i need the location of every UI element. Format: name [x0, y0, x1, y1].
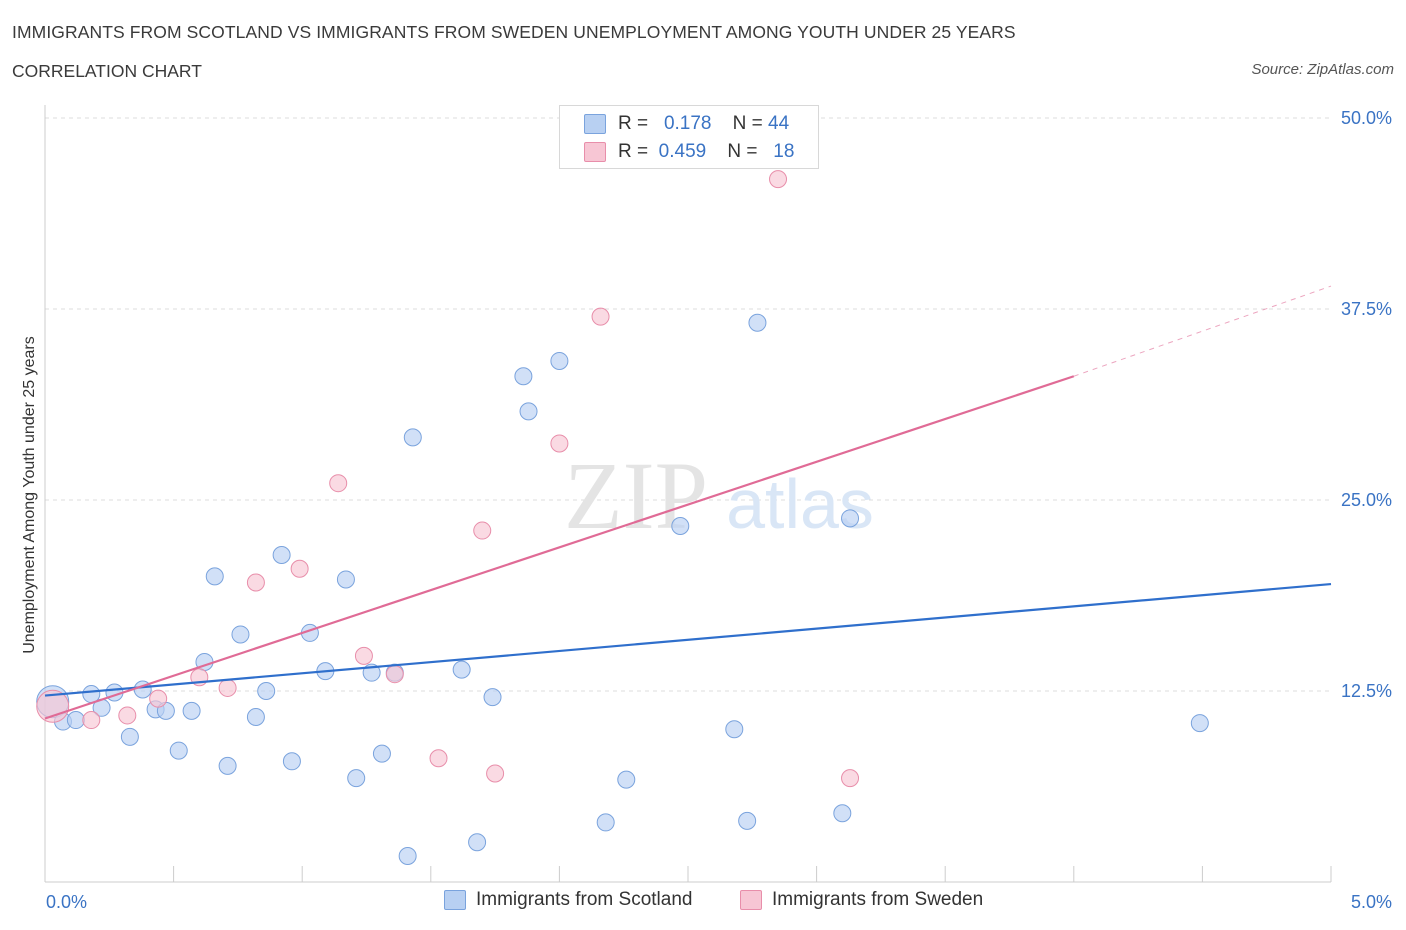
sweden-point — [118, 706, 137, 725]
legend-row-scotland: R = 0.178 N = 44 — [584, 112, 789, 136]
watermark-zip: ZIP — [564, 442, 708, 549]
sweden-point — [246, 573, 265, 592]
legend-n-value: 18 — [773, 141, 795, 162]
scotland-point — [398, 847, 417, 866]
scotland-point — [725, 720, 744, 739]
legend-swatch-sweden — [584, 142, 606, 162]
scotland-point — [120, 727, 139, 746]
scotland-point — [246, 707, 265, 726]
legend-swatch-scotland — [444, 890, 466, 910]
scotland-point — [738, 811, 757, 830]
scotland-point — [748, 313, 767, 332]
source-label: Source: ZipAtlas.com — [1251, 61, 1394, 78]
scotland-point — [617, 770, 636, 789]
scotland-point — [257, 682, 276, 700]
scotland-point — [468, 833, 487, 852]
scotland-point — [514, 367, 533, 386]
scotland-point — [282, 752, 301, 771]
legend-item-scotland: Immigrants from Scotland — [444, 889, 692, 911]
scotland-point — [218, 756, 237, 775]
legend-n-value: 44 — [768, 113, 790, 134]
scotland-point — [205, 567, 224, 586]
scotland-point — [66, 711, 85, 730]
legend-label-sweden: Immigrants from Sweden — [772, 889, 984, 910]
tick-labels: 12.5% 25.0% 37.5% 50.0% 0.0% 5.0% — [46, 108, 1392, 912]
scotland-point — [841, 509, 860, 528]
data-points — [36, 170, 1209, 866]
scotland-point — [1190, 714, 1209, 733]
legend-item-sweden: Immigrants from Sweden — [740, 889, 983, 911]
legend-label-scotland: Immigrants from Scotland — [476, 889, 693, 910]
legend-r-label: R = — [618, 113, 649, 134]
scotland-point — [483, 688, 502, 707]
scotland-point — [182, 701, 201, 720]
legend-r-label: R = — [618, 141, 649, 162]
watermark-atlas: atlas — [726, 465, 874, 543]
chart-subtitle: CORRELATION CHART — [12, 61, 202, 81]
scotland-point — [550, 351, 569, 370]
legend-n-label: N = — [732, 113, 763, 134]
sweden-point — [290, 559, 309, 578]
x-tick-label: 0.0% — [46, 892, 87, 912]
scotland-point — [452, 660, 471, 679]
correlation-legend: R = 0.178 N = 44 R = 0.459 N = 18 — [559, 105, 819, 169]
sweden-trend-extension — [1073, 285, 1332, 377]
legend-swatch-sweden — [740, 890, 762, 910]
sweden-point — [82, 711, 101, 730]
sweden-point — [473, 521, 492, 540]
axes — [44, 105, 1332, 883]
scotland-point — [372, 744, 391, 763]
scotland-point — [519, 402, 538, 421]
scotland-point — [169, 741, 188, 760]
scotland-point — [336, 570, 355, 589]
sweden-point — [591, 307, 610, 326]
sweden-point — [841, 769, 860, 788]
sweden-point — [329, 474, 348, 493]
trend-lines — [44, 285, 1332, 720]
sweden-point — [550, 434, 569, 453]
scotland-point — [833, 804, 852, 823]
sweden-point — [769, 170, 788, 189]
scotland-point — [272, 546, 291, 565]
scotland-point — [347, 769, 366, 788]
y-tick-label: 12.5% — [1341, 681, 1392, 701]
chart-title: IMMIGRANTS FROM SCOTLAND VS IMMIGRANTS F… — [12, 22, 1016, 42]
y-tick-label: 37.5% — [1341, 299, 1392, 319]
legend-row-sweden: R = 0.459 N = 18 — [584, 140, 794, 164]
y-axis-label: Unemployment Among Youth under 25 years — [21, 336, 38, 654]
scotland-point — [403, 428, 422, 447]
y-tick-label: 25.0% — [1341, 490, 1392, 510]
legend-swatch-scotland — [584, 114, 606, 134]
scotland-point — [671, 516, 690, 535]
legend-r-value: 0.459 — [658, 141, 707, 162]
sweden-point — [385, 665, 404, 684]
legend-r-value: 0.178 — [663, 113, 712, 134]
y-tick-label: 50.0% — [1341, 108, 1392, 128]
scotland-trend-line — [44, 582, 1332, 697]
scotland-point — [231, 625, 250, 644]
sweden-trend-line — [44, 375, 1075, 720]
grid-lines — [45, 117, 1331, 692]
x-tick-label: 5.0% — [1351, 892, 1392, 912]
scotland-point — [596, 813, 615, 832]
sweden-point — [486, 764, 505, 783]
sweden-point — [149, 689, 168, 708]
legend-n-label: N = — [727, 141, 758, 162]
sweden-point — [354, 646, 373, 665]
sweden-point — [218, 678, 237, 697]
sweden-point — [429, 749, 448, 768]
